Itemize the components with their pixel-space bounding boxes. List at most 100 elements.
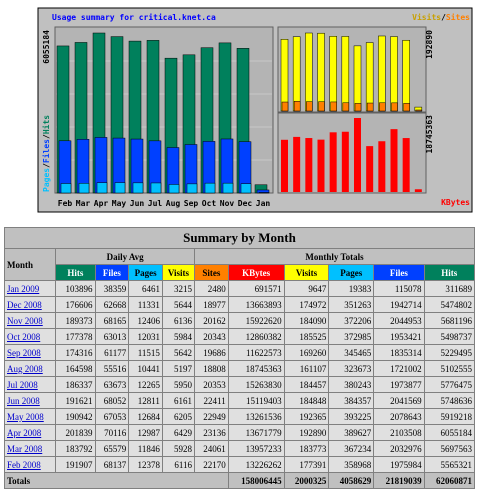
- value-cell: 22170: [195, 457, 228, 472]
- sites-bar: [281, 101, 289, 112]
- month-cell: Nov 2008: [5, 313, 56, 328]
- month-label: Jan: [256, 199, 271, 208]
- month-label: Aug: [166, 199, 181, 208]
- sites-bar: [293, 101, 301, 112]
- title-row: Summary by Month: [5, 228, 474, 248]
- sites-bar: [403, 103, 410, 112]
- value-cell: 12811: [129, 393, 162, 408]
- month-cell: Jan 2009: [5, 281, 56, 296]
- value-cell: 5950: [162, 377, 194, 392]
- value-cell: 6461: [129, 281, 162, 296]
- month-link[interactable]: Jun 2008: [7, 395, 40, 406]
- sites-bar: [354, 103, 362, 112]
- month-link[interactable]: Nov 2008: [7, 315, 43, 326]
- visits-bar: [341, 36, 350, 112]
- legend-item: Hits: [41, 115, 51, 134]
- column-header: KBytes: [228, 265, 284, 280]
- kbytes-bar: [281, 139, 288, 192]
- hits-max-label: 6055184: [42, 30, 51, 64]
- month-row: Sep 2008 174316 61177 11515 5642 19686 1162257…: [5, 345, 474, 360]
- value-cell: 185525: [284, 329, 329, 344]
- kbytes-max-label: 18745363: [425, 115, 434, 154]
- value-cell: 6136: [162, 313, 194, 328]
- sites-bar: [306, 101, 313, 112]
- column-header: Pages: [329, 265, 374, 280]
- value-cell: 68165: [95, 313, 129, 328]
- month-label: Apr: [94, 199, 109, 208]
- value-cell: 389627: [329, 425, 374, 440]
- visits-bar: [378, 35, 386, 112]
- month-link[interactable]: Jan 2009: [7, 283, 40, 294]
- month-link[interactable]: Aug 2008: [7, 363, 43, 374]
- value-cell: 22411: [195, 393, 228, 408]
- value-cell: 3215: [162, 281, 194, 296]
- visits-bar: [365, 42, 374, 112]
- value-cell: 55516: [95, 361, 129, 376]
- value-cell: 18745363: [228, 361, 284, 376]
- value-cell: 2044953: [374, 313, 424, 328]
- month-link[interactable]: Apr 2008: [7, 427, 42, 438]
- pages-bar: [60, 183, 72, 194]
- kbytes-bar: [341, 131, 349, 192]
- month-cell: May 2008: [5, 409, 56, 424]
- value-cell: 1942714: [374, 297, 424, 312]
- value-cell: 115078: [374, 281, 424, 296]
- visits-bar: [305, 32, 313, 112]
- value-cell: 62668: [95, 297, 129, 312]
- month-row: Jun 2008 191621 68052 12811 6161 22411 1511940…: [5, 393, 474, 408]
- month-link[interactable]: Oct 2008: [7, 331, 41, 342]
- month-link[interactable]: Mar 2008: [7, 443, 43, 454]
- value-cell: 2041569: [374, 393, 424, 408]
- column-header: Sites: [195, 265, 228, 280]
- kbytes-bar: [378, 141, 386, 192]
- month-row: Feb 2008 191907 68137 12378 6116 22170 1322626…: [5, 457, 474, 472]
- visits-bar: [402, 39, 410, 112]
- visits-bar: [317, 32, 325, 112]
- value-cell: 384357: [329, 393, 374, 408]
- legend-item: Visits: [412, 12, 441, 22]
- total-cell: 62060871: [424, 473, 474, 488]
- kbytes-bar: [293, 136, 301, 192]
- value-cell: 5697563: [424, 441, 474, 456]
- value-cell: 177378: [56, 329, 95, 344]
- kbytes-bar: [317, 139, 325, 192]
- pages-bar: [168, 184, 180, 194]
- month-header: Month: [5, 249, 56, 280]
- value-cell: 13663893: [228, 297, 284, 312]
- value-cell: 351263: [329, 297, 374, 312]
- month-link[interactable]: Jul 2008: [7, 379, 38, 390]
- month-link[interactable]: May 2008: [7, 411, 44, 422]
- value-cell: 18977: [195, 297, 228, 312]
- value-cell: 5498737: [424, 329, 474, 344]
- month-label: Mar: [76, 199, 91, 208]
- legend-left: Pages/Files/Hits: [41, 115, 51, 192]
- value-cell: 5776475: [424, 377, 474, 392]
- totals-row: Totals 158006445 2000325 4058629 21819039 620…: [5, 473, 474, 488]
- month-row: Jan 2009 103896 38359 6461 3215 2480 691571 964…: [5, 281, 474, 296]
- value-cell: 11515: [129, 345, 162, 360]
- value-cell: 1835314: [374, 345, 424, 360]
- legend-top-right: Visits/Sites: [412, 12, 470, 22]
- month-label: Oct: [202, 199, 217, 208]
- kbytes-bar: [329, 132, 337, 192]
- value-cell: 63013: [95, 329, 129, 344]
- month-link[interactable]: Dec 2008: [7, 299, 42, 310]
- value-cell: 68137: [95, 457, 129, 472]
- value-cell: 11846: [129, 441, 162, 456]
- month-link[interactable]: Sep 2008: [7, 347, 41, 358]
- pages-bar: [114, 182, 126, 194]
- value-cell: 367234: [329, 441, 374, 456]
- sites-bar: [366, 102, 374, 112]
- usage-chart: Usage summary for critical.knet.ca 60551…: [37, 7, 473, 213]
- column-header: Visits: [284, 265, 329, 280]
- visits-max-label: 192890: [425, 30, 434, 59]
- separator: /: [42, 134, 51, 139]
- month-link[interactable]: Feb 2008: [7, 459, 41, 470]
- value-cell: 12860382: [228, 329, 284, 344]
- pages-bar: [186, 183, 198, 194]
- value-cell: 19686: [195, 345, 228, 360]
- value-cell: 22949: [195, 409, 228, 424]
- value-cell: 12684: [129, 409, 162, 424]
- value-cell: 5474802: [424, 297, 474, 312]
